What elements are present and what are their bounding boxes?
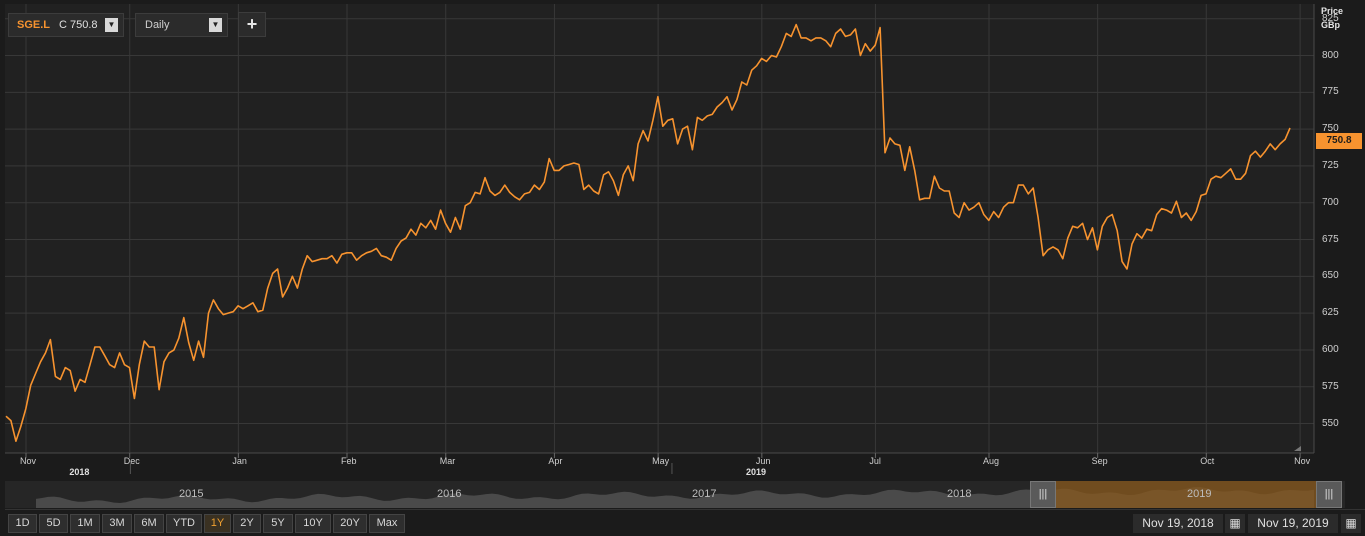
x-year-label: 2018	[69, 467, 90, 477]
calendar-icon[interactable]: ▦	[1341, 514, 1361, 533]
navigator-year-label: 2015	[179, 488, 204, 500]
y-tick-label: 725	[1322, 159, 1339, 171]
range-button-max[interactable]: Max	[369, 514, 405, 533]
interval-dropdown[interactable]: Daily ▼	[135, 13, 228, 37]
x-tick-label: Jul	[869, 456, 881, 466]
navigator-year-label: 2017	[692, 488, 717, 500]
symbol-selector[interactable]: SGE.L C 750.8 ▼	[8, 13, 124, 37]
y-axis-title-unit: GBp	[1321, 20, 1340, 30]
y-tick-label: 575	[1322, 380, 1339, 392]
x-tick-label: Apr	[548, 456, 563, 466]
range-button-5d[interactable]: 5D	[39, 514, 68, 533]
grip-icon: |||	[1038, 488, 1048, 500]
y-tick-label: 600	[1322, 343, 1339, 355]
add-indicator-button[interactable]: +	[238, 12, 266, 37]
navigator-year-label: 2019	[1187, 488, 1212, 500]
x-tick-label: Jun	[755, 456, 771, 466]
x-year-label: 2019	[745, 467, 766, 477]
navigator-left-handle[interactable]: |||	[1030, 481, 1056, 508]
range-button-ytd[interactable]: YTD	[166, 514, 202, 533]
navigator-history-area	[36, 487, 1314, 508]
x-tick-label: Mar	[439, 456, 456, 466]
x-tick-label: Sep	[1091, 456, 1108, 466]
x-tick-label: Jan	[232, 456, 247, 466]
symbol-label: SGE.L	[17, 19, 51, 31]
plus-icon: +	[246, 14, 258, 34]
x-tick-marks	[25, 453, 1301, 474]
x-tick-label: Aug	[983, 456, 1000, 466]
horizontal-gridlines	[5, 18, 1314, 425]
navigator-year-label: 2016	[437, 488, 462, 500]
range-button-20y[interactable]: 20Y	[333, 514, 367, 533]
y-tick-label: 750	[1322, 123, 1339, 135]
start-date-field[interactable]: Nov 19, 2018	[1133, 514, 1223, 533]
range-button-3m[interactable]: 3M	[102, 514, 132, 533]
y-tick-label: 550	[1322, 417, 1339, 429]
range-button-2y[interactable]: 2Y	[233, 514, 261, 533]
vertical-gridlines	[25, 4, 1301, 453]
navigator-selection[interactable]	[1056, 481, 1316, 508]
x-tick-label: Oct	[1200, 456, 1215, 466]
y-tick-label: 775	[1322, 86, 1339, 98]
y-tick-label: 800	[1322, 49, 1339, 61]
y-tick-label: 675	[1322, 233, 1339, 245]
plot-area	[5, 4, 1314, 453]
range-button-1y[interactable]: 1Y	[204, 514, 231, 533]
end-date-field[interactable]: Nov 19, 2019	[1248, 514, 1338, 533]
x-tick-label: May	[652, 456, 670, 466]
chevron-down-icon: ▼	[209, 18, 222, 32]
last-price-badge: 750.8	[1316, 133, 1362, 149]
y-tick-label: 625	[1322, 307, 1339, 319]
y-tick-label: 650	[1322, 270, 1339, 282]
x-tick-label: Dec	[123, 456, 140, 466]
x-tick-label: Feb	[341, 456, 357, 466]
range-button-1m[interactable]: 1M	[70, 514, 100, 533]
navigator-divider	[5, 509, 1365, 510]
chevron-down-icon: ▼	[105, 18, 118, 32]
calendar-icon[interactable]: ▦	[1225, 514, 1245, 533]
navigator-right-handle[interactable]: |||	[1316, 481, 1342, 508]
x-tick-label: Nov	[1294, 456, 1311, 466]
grip-icon: |||	[1324, 488, 1334, 500]
range-button-6m[interactable]: 6M	[134, 514, 164, 533]
y-tick-label: 700	[1322, 196, 1339, 208]
close-value-label: C 750.8	[59, 19, 98, 31]
y-tick-label: 825	[1322, 12, 1339, 24]
chart-resize-corner-icon	[1294, 446, 1301, 451]
series-line-price	[5, 23, 1291, 442]
y-axis-title-price: Price	[1321, 6, 1344, 16]
navigator-year-label: 2018	[947, 488, 972, 500]
range-button-5y[interactable]: 5Y	[263, 514, 293, 533]
range-button-10y[interactable]: 10Y	[295, 514, 331, 533]
x-tick-label: Nov	[20, 456, 37, 466]
range-button-1d[interactable]: 1D	[8, 514, 37, 533]
interval-label: Daily	[145, 19, 170, 31]
